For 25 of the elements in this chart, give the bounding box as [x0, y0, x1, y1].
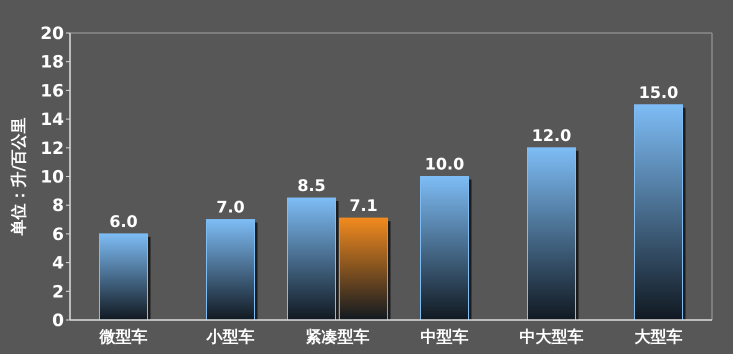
- y-tick-label: 0: [52, 311, 64, 331]
- x-tick-label: 中型车: [420, 327, 468, 346]
- data-label: 10.0: [424, 154, 464, 174]
- x-tick-label: 紧凑型车: [306, 327, 370, 346]
- y-tick-label: 14: [40, 110, 64, 130]
- data-label: 7.1: [349, 196, 378, 216]
- data-label: 8.5: [297, 176, 326, 196]
- data-label: 15.0: [638, 82, 678, 102]
- y-tick-label: 10: [40, 168, 64, 188]
- y-tick-label: 6: [52, 224, 64, 245]
- y-tick-label: 12: [40, 138, 64, 159]
- x-tick-label: 微型车: [98, 327, 148, 346]
- x-tick-label: 中大型车: [520, 327, 584, 346]
- data-label: 12.0: [532, 126, 572, 145]
- y-tick-label: 18: [40, 52, 64, 73]
- x-tick-label: 小型车: [206, 327, 254, 346]
- y-tick-label: 16: [40, 81, 64, 102]
- y-tick-label: 2: [52, 282, 64, 302]
- data-label: 6.0: [109, 212, 138, 231]
- y-tick-label: 4: [52, 254, 64, 274]
- data-label: 7.0: [216, 198, 245, 217]
- y-tick-label: 8: [52, 196, 64, 216]
- x-tick-label: 大型车: [634, 327, 682, 346]
- y-tick-label: 20: [40, 24, 64, 44]
- y-axis-title: 单位：升/百公里: [9, 118, 28, 236]
